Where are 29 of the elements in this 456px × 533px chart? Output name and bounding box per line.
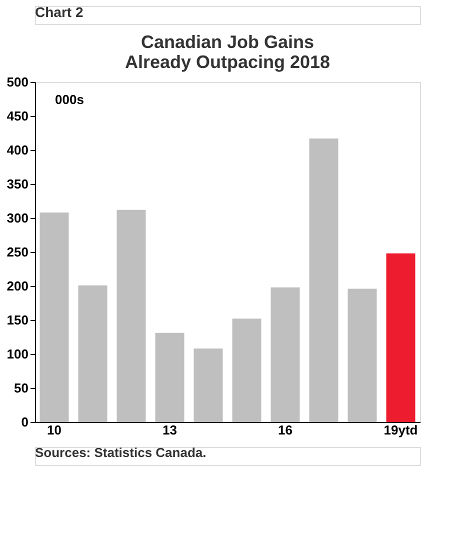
source-note: Sources: Statistics Canada. bbox=[35, 445, 206, 460]
bar bbox=[155, 332, 184, 422]
y-tick-label: 50 bbox=[14, 380, 28, 396]
y-tick-label: 100 bbox=[6, 346, 28, 362]
caption: Chart 2 bbox=[35, 4, 84, 20]
x-tick-label: 19ytd bbox=[384, 422, 418, 438]
bar bbox=[40, 212, 69, 422]
y-tick-label: 300 bbox=[6, 210, 28, 226]
y-tick-label: 250 bbox=[6, 244, 28, 260]
bar bbox=[78, 285, 108, 422]
bar bbox=[116, 210, 146, 422]
y-tick-label: 0 bbox=[21, 414, 28, 430]
bar bbox=[386, 253, 416, 422]
bar bbox=[270, 287, 300, 422]
chart-title: Canadian Job Gains Already Outpacing 2018 bbox=[124, 32, 330, 72]
y-tick-label: 200 bbox=[6, 278, 28, 294]
y-tick-label: 450 bbox=[6, 108, 28, 124]
bar bbox=[232, 318, 262, 422]
x-tick-label: 16 bbox=[278, 422, 292, 438]
bar bbox=[348, 288, 377, 422]
y-axis-title: 000s bbox=[55, 92, 84, 107]
y-tick-label: 500 bbox=[6, 74, 28, 90]
y-tick-label: 400 bbox=[6, 142, 28, 158]
y-tick-label: 350 bbox=[6, 176, 28, 192]
bar bbox=[309, 138, 338, 422]
y-tick-label: 150 bbox=[6, 312, 28, 328]
x-tick-label: 13 bbox=[162, 422, 177, 438]
bar bbox=[194, 348, 223, 422]
x-tick-label: 10 bbox=[47, 422, 62, 438]
